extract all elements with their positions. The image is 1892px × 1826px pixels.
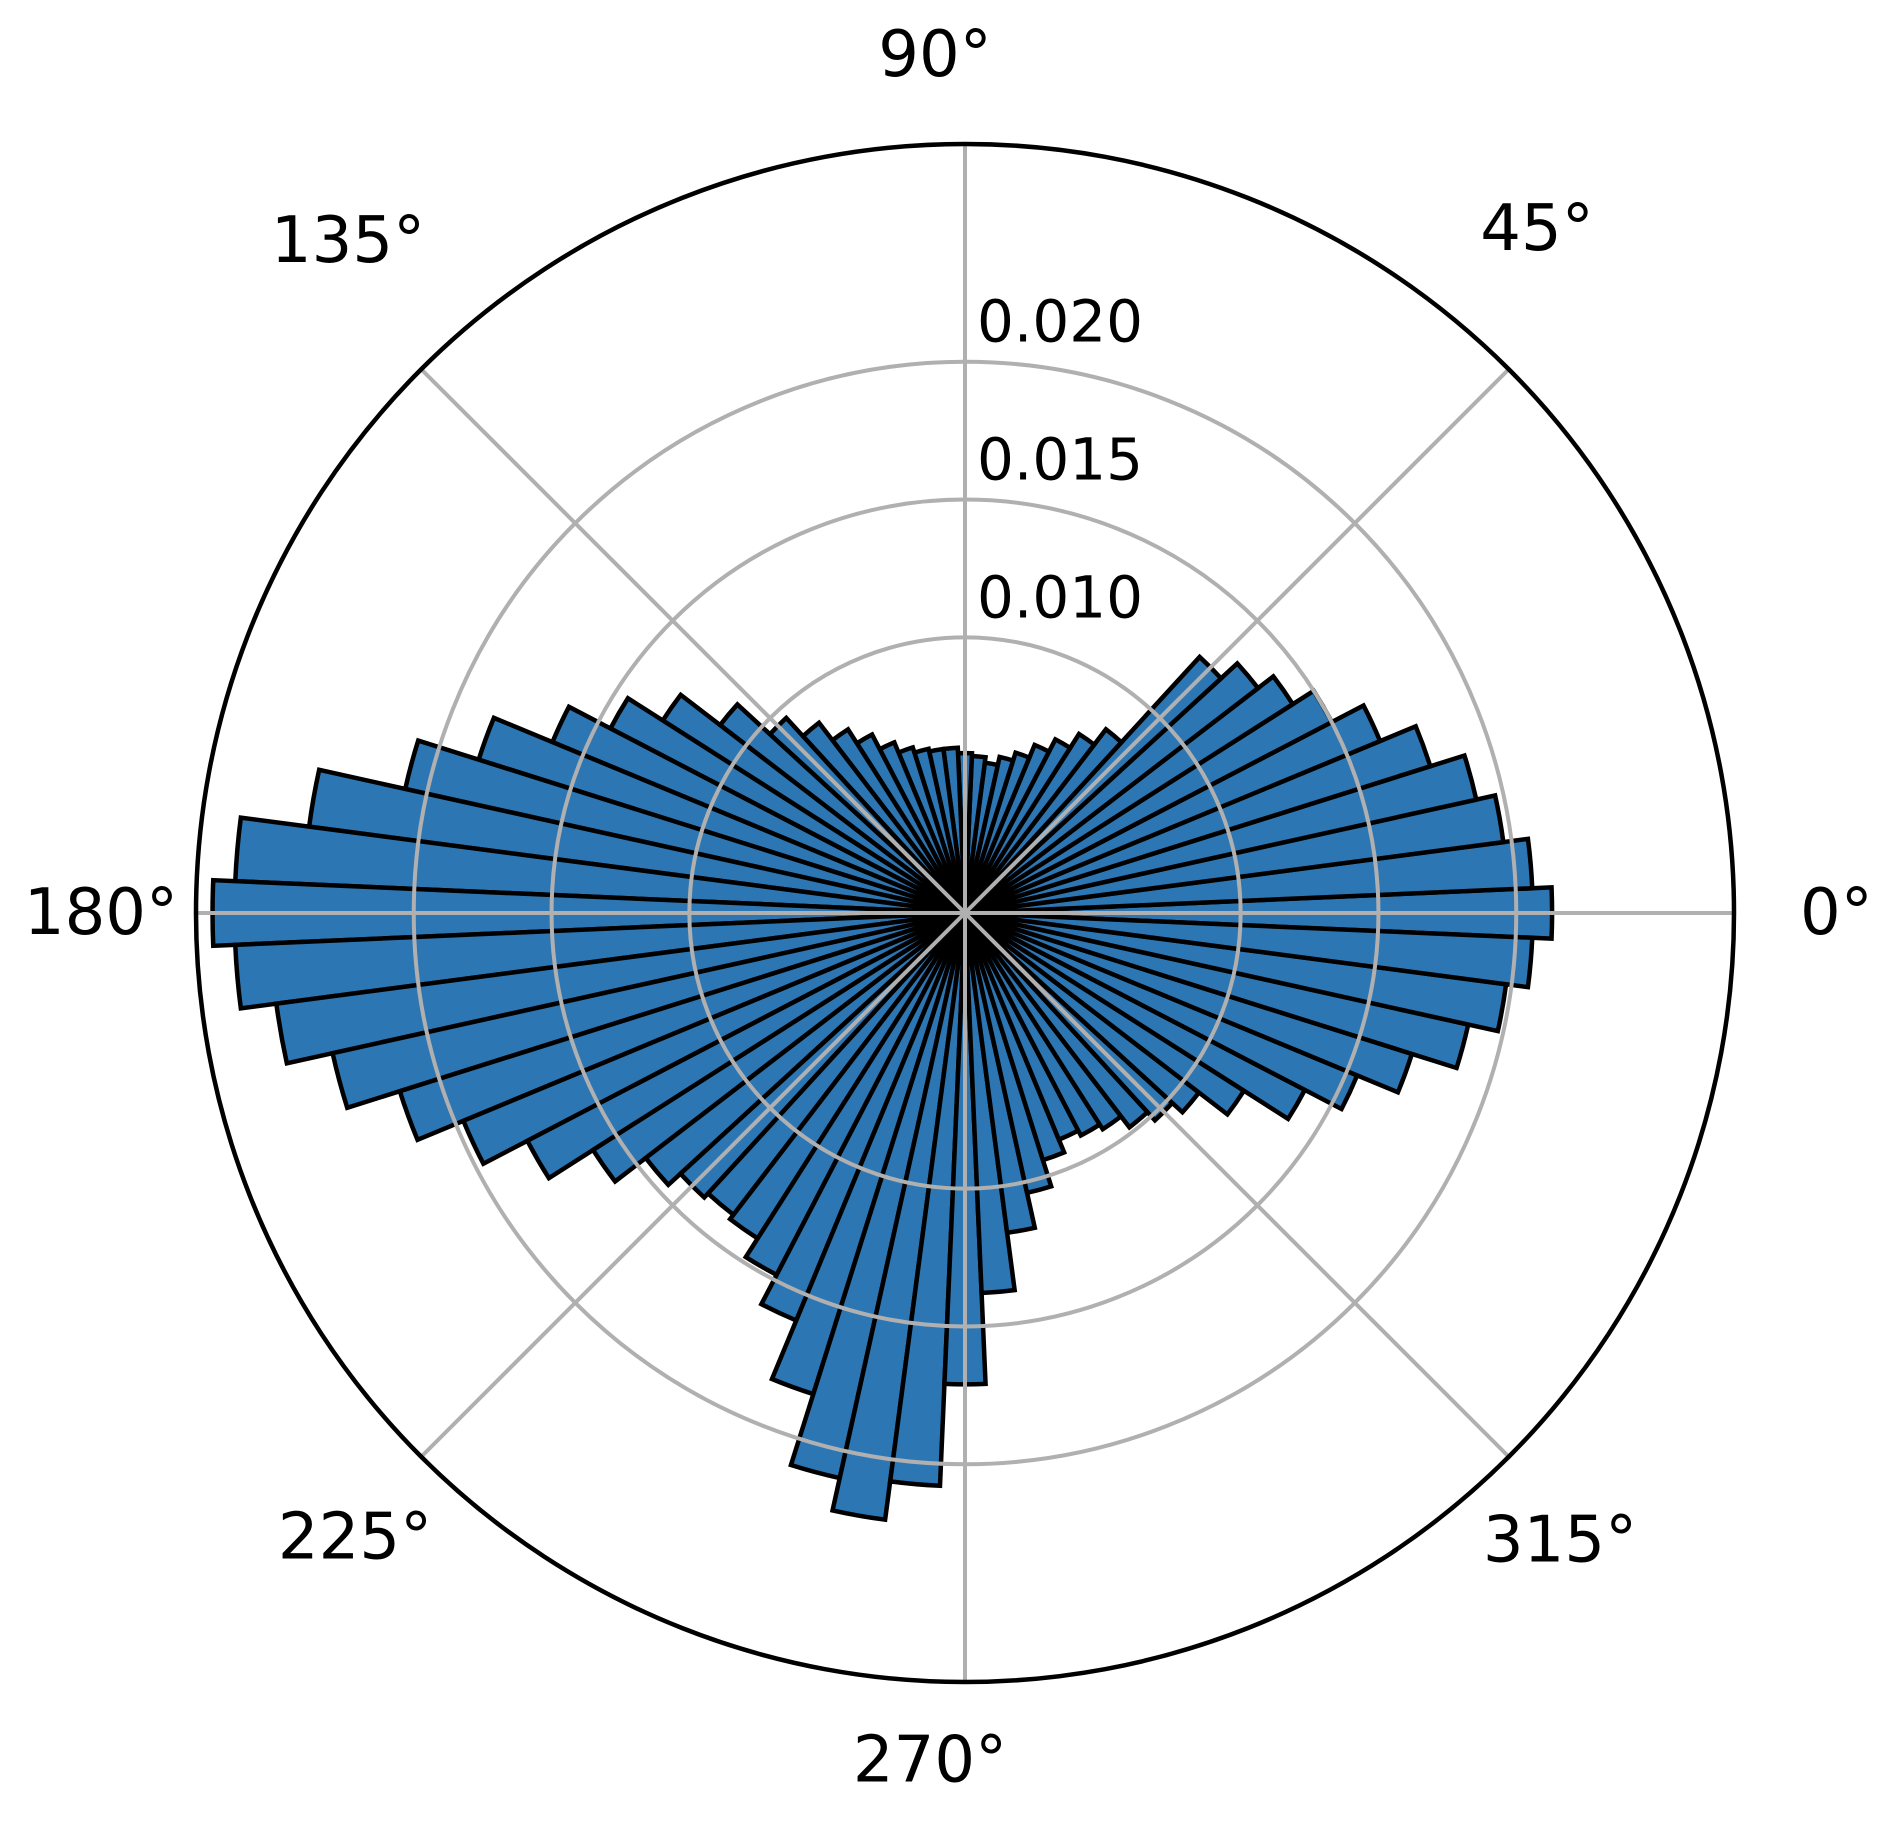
histogram-bar xyxy=(460,910,967,1167)
histogram-bar xyxy=(589,911,967,1185)
histogram-bar xyxy=(963,726,1125,915)
theta-gridline-spoke xyxy=(419,911,967,1459)
histogram-bar xyxy=(963,660,1262,915)
histogram-bar xyxy=(962,749,1033,914)
theta-tick-label: 90° xyxy=(878,18,991,92)
histogram-bar xyxy=(524,911,967,1182)
histogram-bar xyxy=(642,911,967,1189)
histogram-bar xyxy=(887,912,968,1489)
histogram-bar xyxy=(964,910,1535,990)
theta-tick-label: 135° xyxy=(271,204,425,278)
bar-series xyxy=(210,653,1555,1523)
r-tick-labels: 0.010 0.015 0.020 xyxy=(977,288,1143,632)
theta-tick-label: 180° xyxy=(24,876,178,950)
r-tick-label: 0.020 xyxy=(977,288,1143,356)
theta-gridline-spoke xyxy=(963,911,1511,1459)
theta-tick-label: 270° xyxy=(853,1723,1007,1797)
theta-gridline-spoke xyxy=(963,367,1511,915)
polar-grid xyxy=(196,144,1734,1682)
histogram-bar xyxy=(962,741,1053,915)
histogram-bar xyxy=(963,730,1098,915)
theta-gridline-spoke xyxy=(419,367,967,915)
histogram-bar xyxy=(962,754,1016,914)
theta-tick-label: 315° xyxy=(1483,1503,1637,1577)
r-tick-label: 0.010 xyxy=(977,563,1143,631)
theta-tick-label: 225° xyxy=(278,1500,432,1574)
polar-spine xyxy=(193,141,1737,1685)
histogram-bar xyxy=(963,736,1074,915)
histogram-bar xyxy=(829,912,968,1523)
theta-tick-label: 0° xyxy=(1800,876,1873,950)
r-tick-label: 0.015 xyxy=(977,426,1143,494)
histogram-bar xyxy=(963,673,1296,915)
theta-tick-labels: 0° 45° 90° 135° 180° 225° 270° 315° xyxy=(24,18,1873,1797)
theta-tick-label: 45° xyxy=(1480,192,1593,266)
